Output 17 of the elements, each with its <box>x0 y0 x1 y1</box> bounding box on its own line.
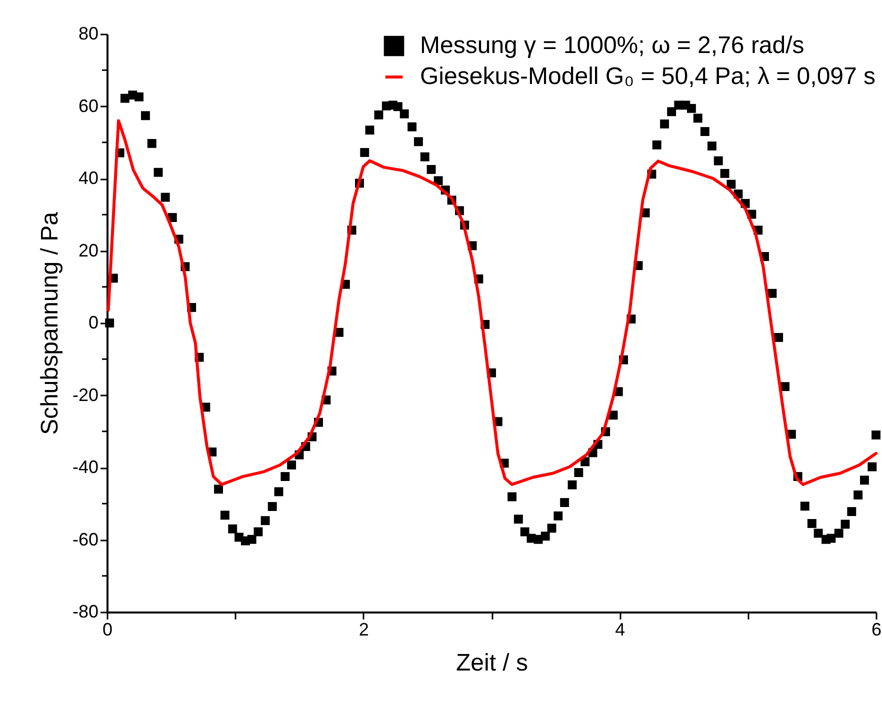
y-tick-label: 20 <box>78 240 98 260</box>
y-tick-label: 60 <box>78 96 98 116</box>
x-tick-label: 0 <box>102 620 113 640</box>
x-tick-label: 2 <box>358 620 369 640</box>
y-tick-label: 40 <box>78 168 98 188</box>
y-tick-label: -20 <box>72 384 98 405</box>
legend-label: Messung γ = 1000%; ω = 2,76 rad/s <box>420 32 804 59</box>
y-tick-label: 80 <box>78 24 98 44</box>
y-tick-label: -80 <box>72 602 98 622</box>
y-tick-label: -60 <box>72 529 98 550</box>
x-axis-title: Zeit / s <box>456 650 528 676</box>
x-tick-label: 4 <box>615 620 626 640</box>
y-tick-label: 0 <box>88 312 98 332</box>
y-tick-label: -40 <box>72 457 98 477</box>
legend-label: Giesekus-Modell G₀ = 50,4 Pa; λ = 0,097 s <box>420 63 876 90</box>
x-tick-label: 6 <box>871 620 882 640</box>
y-axis-title: Schubspannung / Pa <box>36 211 64 435</box>
